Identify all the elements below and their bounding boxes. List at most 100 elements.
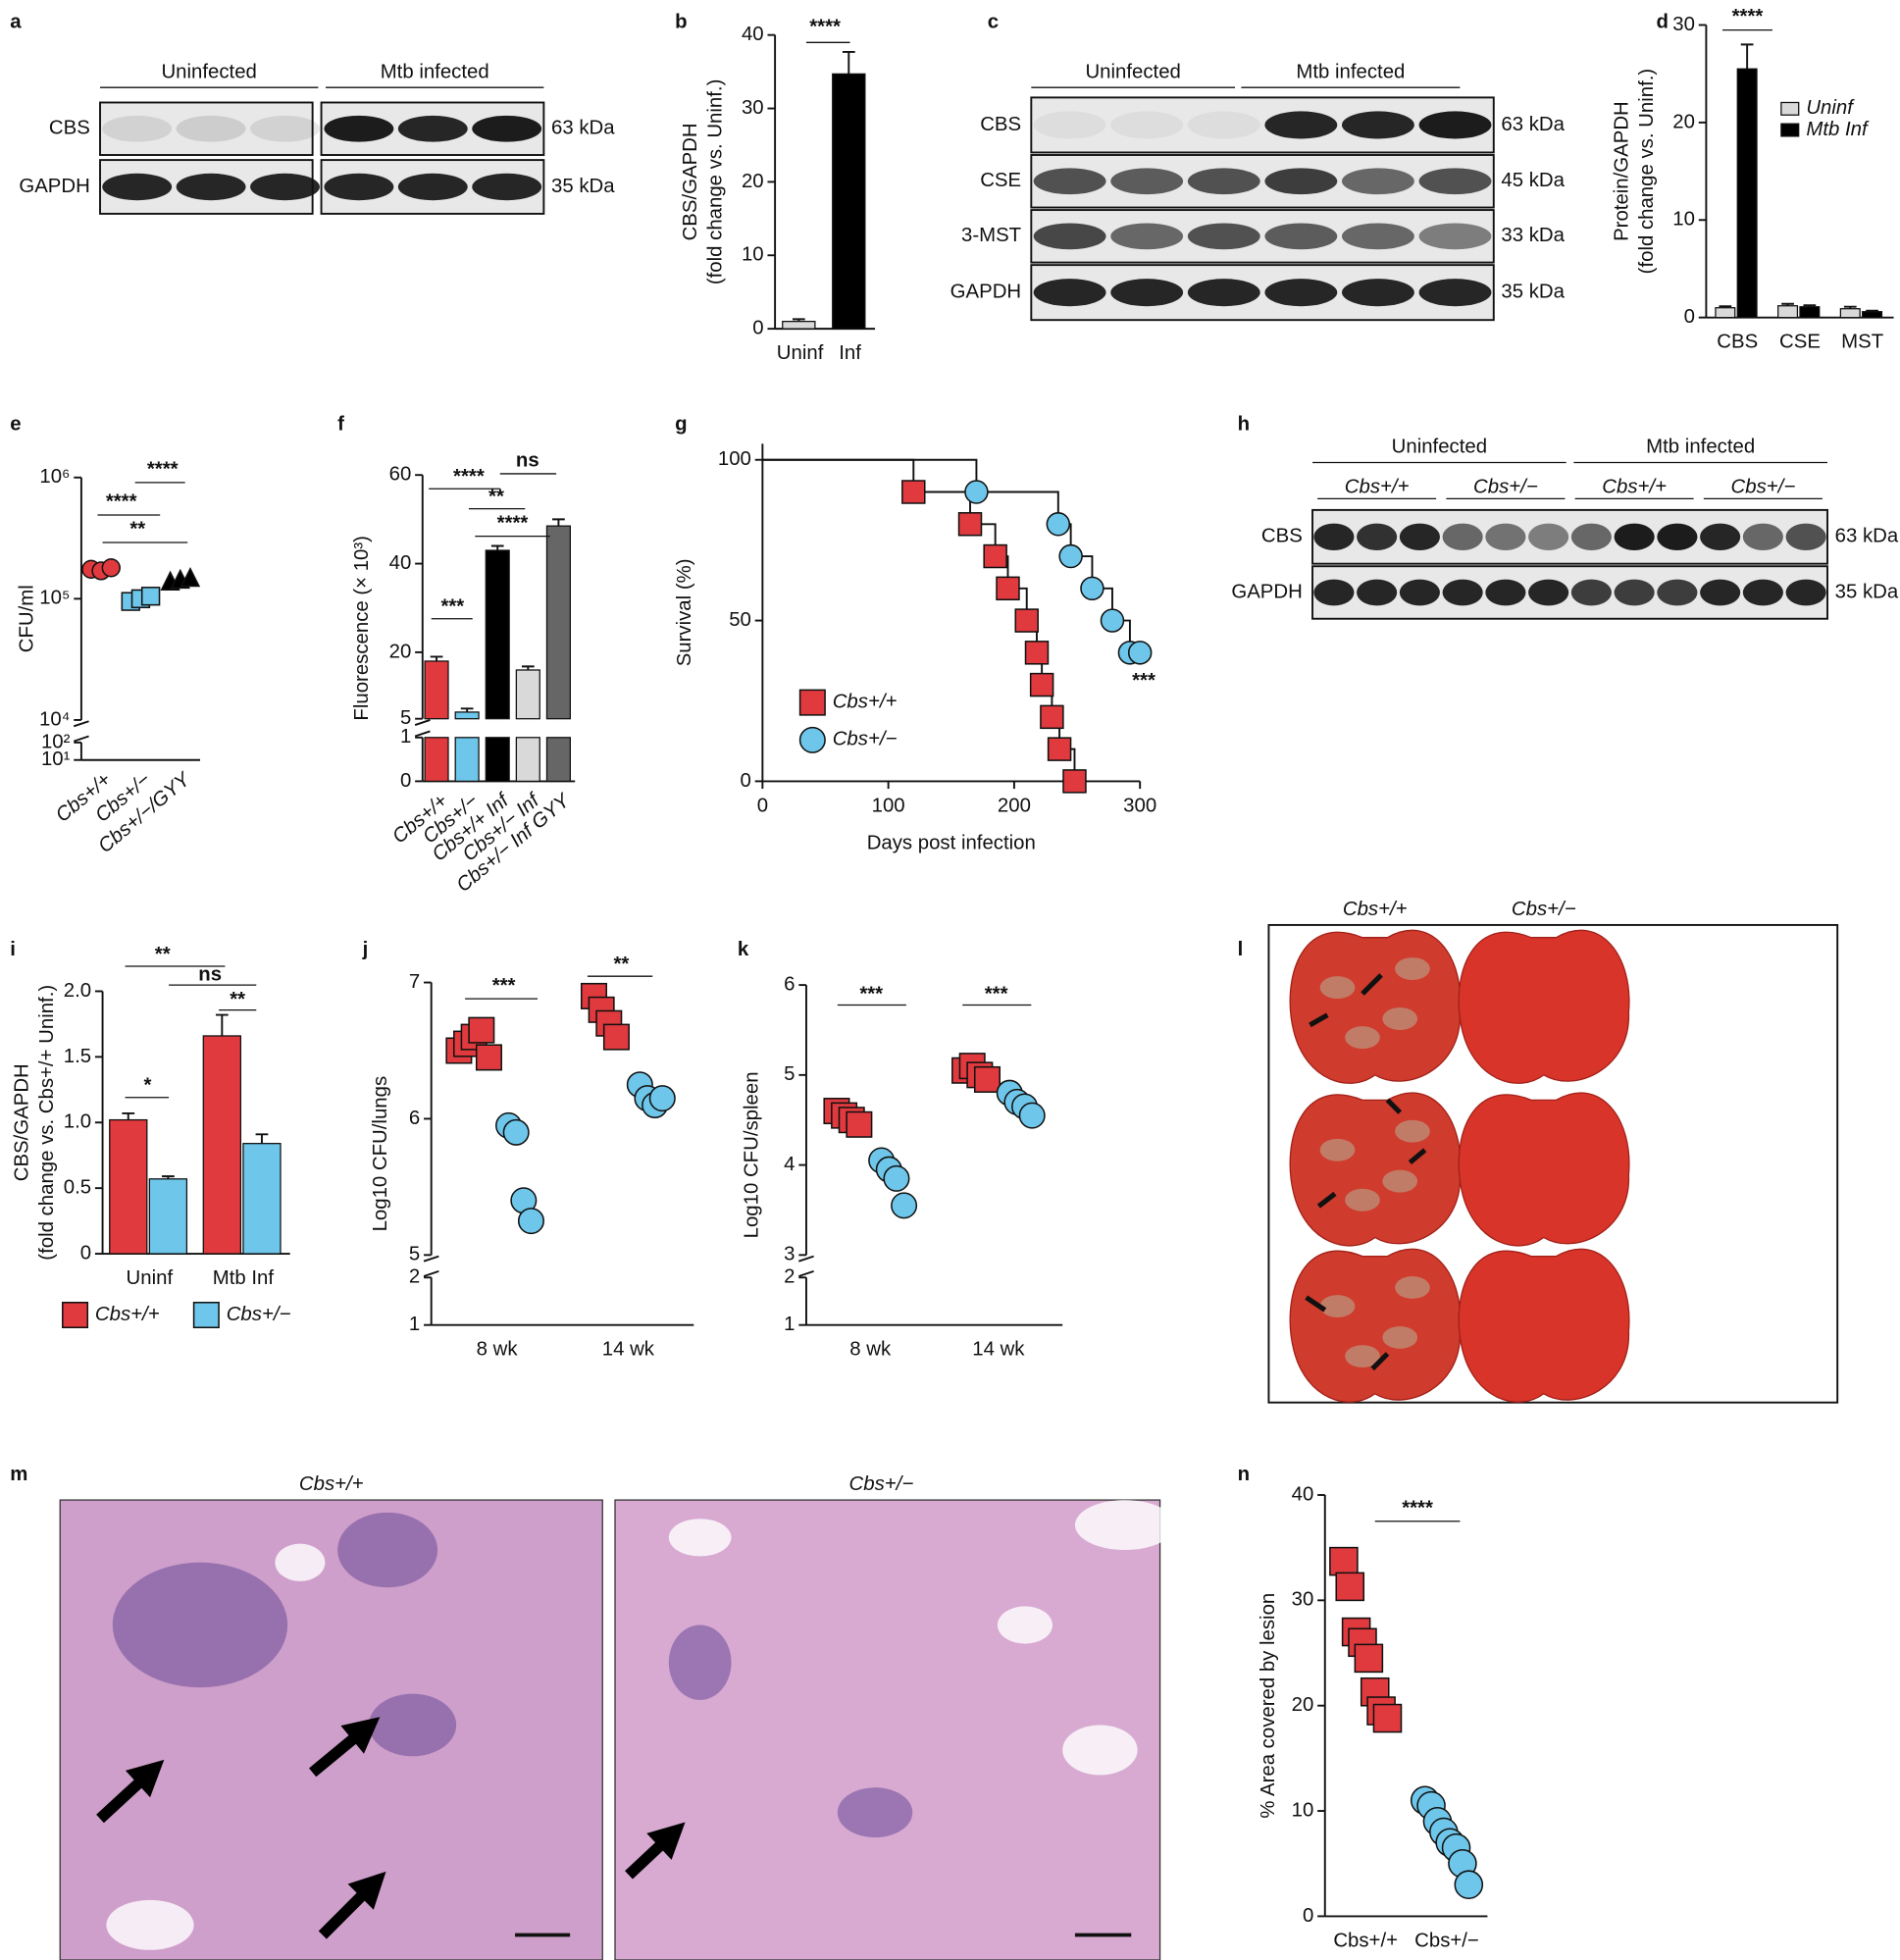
row-label: GAPDH [950, 282, 1021, 303]
significance-label: **** [147, 459, 179, 481]
bar [424, 660, 449, 720]
blot-band [1442, 523, 1483, 550]
legend-label: Cbs+/+ [833, 692, 898, 713]
error-bar [1781, 302, 1794, 306]
size-label: 45 kDa [1501, 170, 1565, 191]
marker [1335, 1572, 1365, 1602]
arrow [1316, 1191, 1337, 1209]
x-tick-label: Cbs+/+ [1333, 1930, 1398, 1951]
error-bar [792, 318, 805, 322]
lung [1289, 929, 1462, 1084]
granuloma [837, 1787, 913, 1838]
y-axis-label: (fold change vs. Uninf.) [705, 79, 727, 285]
lesion [1345, 1345, 1380, 1368]
x-tick-label: Uninf [777, 342, 824, 364]
panel-letter: k [738, 939, 749, 960]
bar [1839, 308, 1861, 319]
blot-band [472, 173, 542, 201]
marker [502, 1118, 530, 1146]
marker [1454, 1870, 1484, 1899]
blot-strip [1311, 565, 1828, 620]
blot-band [1110, 223, 1184, 250]
blot-band [1313, 523, 1355, 550]
blot-band [102, 115, 173, 142]
blot-band [1418, 279, 1492, 307]
blot-band [1357, 523, 1398, 550]
blot-band [1700, 523, 1741, 550]
x-tick-label: CSE [1779, 332, 1821, 353]
blot-band [176, 115, 246, 142]
panel-letter: b [675, 11, 687, 32]
x-tick-label: 0 [757, 795, 768, 816]
airspace [275, 1543, 326, 1581]
legend-label: Mtb Inf [1806, 119, 1870, 140]
bar [202, 1035, 242, 1255]
y-tick-label: 10⁵ [39, 588, 70, 609]
y-tick-label: 20 [389, 641, 412, 662]
bar-lower-segment [515, 737, 540, 783]
row-label: GAPDH [1231, 581, 1302, 602]
blot-band [1264, 168, 1338, 195]
blot-band [1528, 579, 1569, 606]
x-tick-label: CBS [1717, 332, 1758, 353]
y-tick-label: 10⁶ [39, 466, 70, 488]
y-tick-label: 40 [1292, 1483, 1314, 1505]
lesion [1395, 1275, 1430, 1299]
significance-label: **** [106, 491, 137, 513]
y-tick-label: 1 [400, 726, 411, 748]
marker [1100, 608, 1125, 633]
significance-label: ** [613, 954, 629, 975]
lesion [1319, 1138, 1356, 1161]
lesion [1382, 1007, 1418, 1030]
legend-label: Cbs+/− [227, 1304, 291, 1325]
marker [883, 1164, 910, 1192]
y-axis-label: % Area covered by lesion [1258, 1593, 1279, 1819]
lung [1458, 1092, 1630, 1247]
row-label: GAPDH [19, 176, 89, 197]
arrow [1309, 1012, 1329, 1028]
panel-letter: i [10, 939, 16, 960]
column-label: Cbs+/− [1512, 899, 1576, 920]
error-bar [430, 655, 443, 661]
marker [1354, 1643, 1384, 1674]
error-bar [1866, 309, 1878, 312]
blot-band [1033, 168, 1106, 195]
error-bar [1843, 305, 1857, 309]
blot-band [1657, 579, 1698, 606]
y-tick-label: 20 [742, 171, 764, 192]
blot-band [1418, 168, 1492, 195]
marker [1372, 1703, 1403, 1733]
blot-band [1399, 523, 1440, 550]
arrow [1385, 1098, 1403, 1114]
subgroup-label: Cbs+/+ [1345, 476, 1410, 497]
blot-band [1570, 579, 1612, 606]
y-axis-label: (fold change vs. Uninf.) [1636, 69, 1658, 275]
lung [1458, 929, 1630, 1084]
panel-letter: c [988, 11, 999, 32]
y-axis-label: Fluorescence (× 10³) [351, 536, 373, 721]
blot-band [1110, 168, 1184, 195]
marker [1062, 769, 1087, 794]
airspace [668, 1519, 732, 1557]
significance-label: *** [859, 984, 883, 1006]
lesion [1395, 957, 1430, 980]
airspace [106, 1899, 194, 1950]
panel-letter: h [1238, 414, 1250, 436]
y-tick-label: 0 [400, 770, 411, 792]
arrow-head [125, 1759, 165, 1798]
blot-band [324, 173, 394, 201]
marker [798, 689, 826, 716]
image-title: Cbs+/+ [299, 1473, 364, 1495]
marker [957, 512, 983, 537]
y-tick-label: 10¹ [41, 748, 71, 770]
axis-break [798, 1255, 814, 1263]
y-axis-label: CBS/GAPDH [11, 1063, 32, 1181]
blot-strip [1030, 209, 1495, 264]
blot-band [1187, 111, 1260, 139]
group-label: Uninfected [1085, 61, 1180, 82]
blot-band [1264, 223, 1338, 250]
blot-band [1399, 579, 1440, 606]
panel-letter: g [675, 414, 687, 436]
subgroup-label: Cbs+/− [1473, 476, 1538, 497]
